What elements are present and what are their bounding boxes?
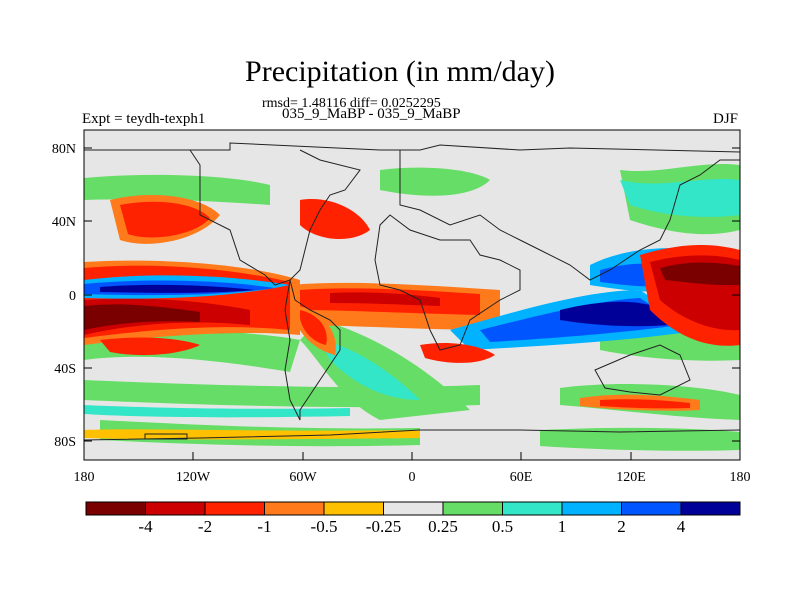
north-america-coast bbox=[189, 149, 361, 286]
colorbar-swatch bbox=[264, 501, 325, 516]
coastlines bbox=[84, 142, 740, 441]
arctic-coast bbox=[84, 142, 740, 153]
map-title: Precipitation (in mm/day) bbox=[245, 55, 555, 88]
runs-text: 035_9_MaBP - 035_9_MaBP bbox=[282, 106, 461, 122]
lat-tick-label: 40S bbox=[54, 362, 76, 377]
colorbar-label: -2 bbox=[198, 517, 212, 536]
field-patch bbox=[300, 310, 327, 345]
africa-coast bbox=[374, 214, 521, 351]
colorbar-swatch bbox=[561, 501, 622, 516]
lon-tick-label: 180 bbox=[730, 470, 751, 485]
eurasia-coast bbox=[399, 150, 740, 281]
field-patch bbox=[560, 301, 670, 327]
colorbar-label: 0.25 bbox=[428, 517, 458, 536]
lon-tick-label: 0 bbox=[409, 470, 416, 485]
field-patch bbox=[84, 405, 350, 418]
lon-tick-label: 60W bbox=[289, 470, 317, 485]
colorbar-swatch bbox=[85, 501, 146, 516]
colorbar-swatch bbox=[442, 501, 503, 516]
colorbar-swatch bbox=[204, 501, 265, 516]
colorbar-label: 1 bbox=[558, 517, 567, 536]
colorbar-label: 0.5 bbox=[492, 517, 513, 536]
field-patch bbox=[100, 284, 255, 293]
lon-tick-label: 180 bbox=[74, 470, 95, 485]
season-label: DJF bbox=[712, 111, 738, 127]
south-america-coast bbox=[284, 279, 341, 421]
lon-tick-label: 60E bbox=[510, 470, 533, 485]
lat-tick-label: 80N bbox=[52, 142, 76, 157]
lon-tick-label: 120E bbox=[616, 470, 646, 485]
colorbar bbox=[85, 501, 741, 516]
antarctica-coast bbox=[84, 429, 740, 441]
colorbar-label: -4 bbox=[138, 517, 153, 536]
australia-coast bbox=[594, 344, 691, 396]
field-patch bbox=[620, 178, 740, 217]
stats-text: rmsd= 1.48116 diff= 0.0252295 bbox=[262, 96, 441, 111]
field-patch bbox=[84, 304, 200, 330]
colorbar-swatch bbox=[145, 501, 206, 516]
field-patch bbox=[100, 337, 200, 356]
colorbar-label: -1 bbox=[257, 517, 271, 536]
field-patch bbox=[84, 380, 480, 408]
experiment-label: Expt = teydh-texph1 bbox=[82, 111, 206, 127]
field-patch bbox=[380, 167, 490, 196]
colorbar-label: -0.25 bbox=[366, 517, 401, 536]
colorbar-swatch bbox=[383, 501, 444, 516]
field-patch bbox=[540, 427, 740, 451]
field-patch bbox=[300, 199, 370, 240]
field-patch bbox=[600, 399, 690, 409]
lat-tick-label: 80S bbox=[54, 435, 76, 450]
field-patch bbox=[660, 262, 740, 286]
colorbar-swatch bbox=[680, 501, 741, 516]
axis-ticks bbox=[83, 147, 741, 460]
ross-ice-shelf bbox=[144, 433, 188, 440]
field-patch bbox=[84, 429, 420, 440]
lat-tick-label: 0 bbox=[69, 289, 76, 304]
colorbar-label: 2 bbox=[617, 517, 626, 536]
colorbar-label: 4 bbox=[677, 517, 686, 536]
field-patch bbox=[120, 201, 210, 238]
field-patch bbox=[320, 340, 420, 400]
colorbar-label: -0.5 bbox=[311, 517, 338, 536]
colorbar-swatch bbox=[502, 501, 563, 516]
lon-tick-label: 120W bbox=[176, 470, 211, 485]
lat-tick-label: 40N bbox=[52, 215, 76, 230]
precip-field bbox=[84, 163, 740, 451]
colorbar-swatch bbox=[621, 501, 682, 516]
colorbar-swatch bbox=[323, 501, 384, 516]
